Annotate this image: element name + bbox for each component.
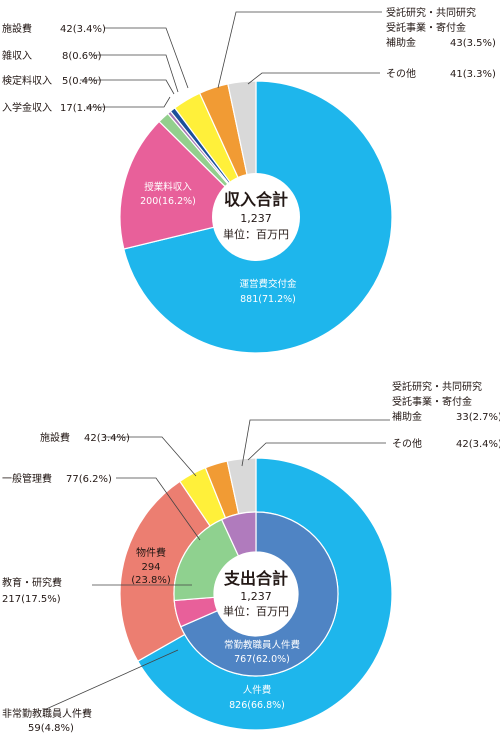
expense-value-その他: 42(3.4%) [456, 439, 500, 450]
income-value-雑収入: 8(0.6%) [62, 51, 102, 62]
expense-value-物件費-2: (23.8%) [131, 575, 171, 586]
expense-label-教育研究費: 教育・研究費 [2, 576, 62, 589]
income-center-unit: 単位：百万円 [223, 227, 289, 241]
expense-value-一般管理費: 77(6.2%) [66, 474, 112, 485]
income-leader-雑収入 [92, 54, 179, 93]
income-leader-その他 [247, 72, 380, 85]
income-value-入学金収入: 17(1.4%) [60, 103, 106, 114]
income-leader-施設費 [104, 27, 189, 89]
expense-value-物件費-1: 294 [141, 562, 160, 573]
expense-value-受託研究: 33(2.7%) [456, 412, 500, 423]
expense-label-その他: その他 [392, 437, 422, 450]
income-value-受託研究: 43(3.5%) [450, 38, 496, 49]
income-label-入学金収入: 入学金収入 [2, 101, 52, 114]
income-label-雑収入: 雑収入 [2, 49, 32, 62]
income-label-運営費交付金: 運営費交付金 [239, 278, 297, 290]
income-value-検定料収入: 5(0.4%) [62, 76, 102, 87]
income-center-circle [212, 173, 300, 261]
expense-label-受託研究-2: 受託事業・寄付金 [392, 395, 472, 408]
income-leader-入学金収入 [86, 96, 171, 108]
expense-center-circle [214, 552, 298, 636]
income-label-検定料収入: 検定料収入 [2, 74, 52, 87]
income-leader-検定料収入 [80, 79, 175, 95]
expense-label-受託研究-3: 補助金 [392, 410, 422, 423]
expense-value-施設費: 42(3.4%) [84, 433, 130, 444]
income-value-授業料収入: 200(16.2%) [140, 196, 196, 207]
income-center-title: 収入合計 [224, 190, 288, 209]
income-label-受託研究-3: 補助金 [386, 36, 416, 49]
expense-label-常勤教職員人件費: 常勤教職員人件費 [224, 639, 300, 651]
expense-label-非常勤教職員人件費: 非常勤教職員人件費 [2, 707, 92, 720]
income-label-施設費: 施設費 [2, 22, 32, 35]
expense-leader-受託研究 [241, 419, 390, 467]
income-value-運営費交付金: 881(71.2%) [240, 294, 296, 305]
expense-label-一般管理費: 一般管理費 [2, 472, 52, 485]
expense-leader-一般管理費 [116, 477, 201, 541]
expense-label-施設費: 施設費 [40, 431, 70, 444]
expense-center-unit: 単位：百万円 [223, 604, 289, 618]
expense-label-物件費: 物件費 [136, 546, 166, 559]
expense-center-title: 支出合計 [223, 569, 288, 588]
expense-value-人件費: 826(66.8%) [229, 700, 285, 711]
income-value-その他: 41(3.3%) [450, 69, 496, 80]
income-label-その他: その他 [386, 67, 416, 80]
income-value-施設費: 42(3.4%) [60, 24, 106, 35]
expense-leader-施設費 [104, 436, 197, 477]
expense-label-人件費: 人件費 [243, 684, 272, 696]
expense-label-受託研究-1: 受託研究・共同研究 [392, 380, 482, 393]
expense-value-教育研究費: 217(17.5%) [2, 594, 61, 605]
expense-center-total: 1,237 [240, 590, 272, 603]
expense-leader-その他 [247, 442, 386, 461]
income-label-受託研究-2: 受託事業・寄付金 [386, 21, 466, 34]
income-leader-受託研究 [217, 11, 382, 89]
expense-value-常勤教職員人件費: 767(62.0%) [234, 654, 290, 665]
expense-leader-非常勤教職員人件費 [43, 649, 179, 711]
income-center-total: 1,237 [240, 212, 272, 225]
income-label-受託研究-1: 受託研究・共同研究 [386, 6, 476, 19]
expense-value-非常勤教職員人件費: 59(4.8%) [28, 723, 74, 734]
income-label-授業料収入: 授業料収入 [144, 181, 192, 193]
